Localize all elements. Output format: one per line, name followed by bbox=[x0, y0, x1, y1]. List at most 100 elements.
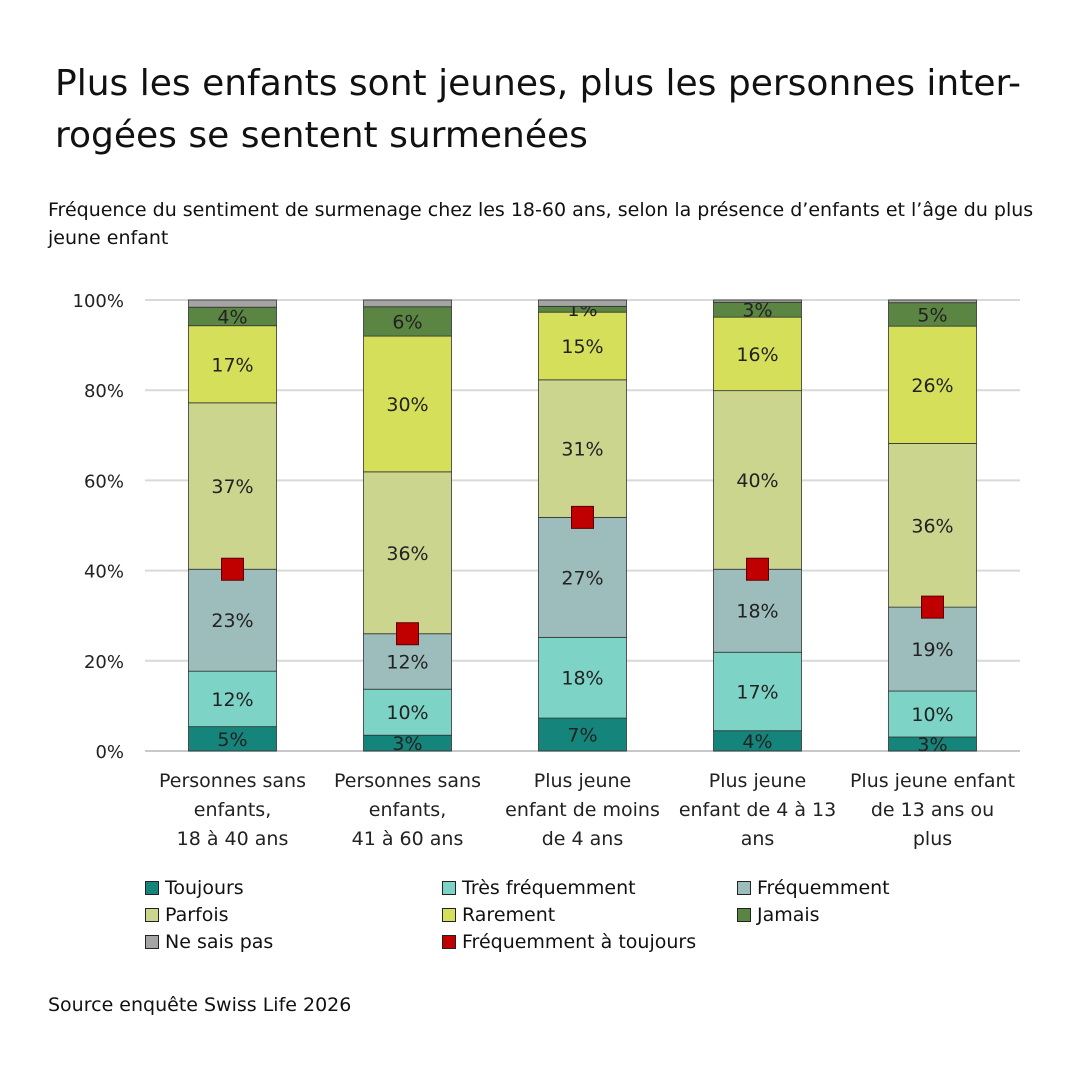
data-label: 12% bbox=[211, 689, 253, 711]
title-line-2: rogées se sentent surmenées bbox=[55, 115, 588, 156]
legend-swatch bbox=[442, 881, 456, 895]
legend-item: Très fréquemment bbox=[442, 877, 636, 899]
data-label: 30% bbox=[386, 394, 428, 416]
legend-swatch bbox=[442, 908, 456, 922]
marker-frequemment-a-toujours bbox=[571, 505, 594, 529]
legend-label: Très fréquemment bbox=[462, 877, 636, 899]
data-label: 15% bbox=[561, 336, 603, 358]
data-label: 36% bbox=[911, 515, 953, 537]
data-label: 37% bbox=[211, 476, 253, 498]
chart-title: Plus les enfants sont jeunes, plus les p… bbox=[55, 58, 1055, 162]
stacked-bar-chart: 0% 20% 40% 60% 80% 100% 5% 12% 23% 37% 17% 4% Person… bbox=[73, 291, 1020, 850]
legend-item: Parfois bbox=[145, 904, 229, 926]
bar-segment bbox=[188, 670, 277, 728]
bar-segment bbox=[538, 379, 627, 518]
data-label: 40% bbox=[736, 470, 778, 492]
data-label: 18% bbox=[561, 668, 603, 690]
legend-label: Toujours bbox=[165, 877, 244, 899]
data-label: 4% bbox=[742, 731, 772, 753]
x-tick-label: Plus jeune bbox=[534, 770, 631, 792]
bar-segment bbox=[888, 690, 977, 738]
data-label: 26% bbox=[911, 375, 953, 397]
legend-label: Fréquemment bbox=[757, 877, 890, 899]
data-label: 3% bbox=[742, 300, 772, 322]
legend-swatch bbox=[145, 908, 159, 922]
bar-segment bbox=[188, 568, 277, 672]
data-label: 36% bbox=[386, 543, 428, 565]
marker-frequemment-a-toujours bbox=[396, 622, 419, 646]
data-label: 6% bbox=[392, 311, 422, 333]
bar-segment bbox=[538, 516, 627, 638]
legend-label: Parfois bbox=[165, 904, 229, 926]
legend-item: Toujours bbox=[145, 877, 244, 899]
bar-segment bbox=[713, 651, 802, 732]
y-tick-label: 0% bbox=[95, 742, 124, 763]
data-label: 27% bbox=[561, 567, 603, 589]
x-tick-label: enfant de moins bbox=[505, 799, 660, 821]
legend-label: Ne sais pas bbox=[165, 931, 274, 953]
x-tick-label: Personnes sans bbox=[159, 770, 306, 792]
bar-segment bbox=[713, 390, 802, 570]
bar-segment bbox=[888, 325, 977, 444]
legend-swatch bbox=[442, 935, 456, 949]
data-label: 12% bbox=[386, 651, 428, 673]
data-label: 19% bbox=[911, 639, 953, 661]
data-label: 31% bbox=[561, 439, 603, 461]
data-label: 3% bbox=[392, 733, 422, 755]
legend-label: Fréquemment à toujours bbox=[462, 931, 697, 953]
bar-segment bbox=[363, 471, 452, 635]
bar-segment bbox=[538, 636, 627, 719]
legend-swatch bbox=[737, 881, 751, 895]
x-tick-label: 41 à 60 ans bbox=[352, 828, 464, 850]
x-tick-label: enfants, bbox=[194, 799, 272, 821]
data-label: 10% bbox=[386, 702, 428, 724]
x-tick-label: 18 à 40 ans bbox=[177, 828, 289, 850]
bar-segment bbox=[538, 717, 627, 752]
x-tick-label: Plus jeune enfant bbox=[850, 770, 1015, 792]
legend-item: Fréquemment à toujours bbox=[442, 931, 696, 953]
chart-subtitle: Fréquence du sentiment de surmenage chez… bbox=[48, 199, 1034, 249]
bar-segment bbox=[538, 311, 627, 381]
legend-item: Jamais bbox=[737, 904, 820, 926]
y-tick-label: 60% bbox=[84, 471, 124, 492]
bar-segment bbox=[888, 443, 977, 608]
data-label: 4% bbox=[217, 306, 247, 328]
data-label: 18% bbox=[736, 601, 778, 623]
data-label: 5% bbox=[217, 729, 247, 751]
bar-segment bbox=[188, 299, 277, 308]
legend-label: Rarement bbox=[462, 904, 556, 926]
x-tick-label: de 4 ans bbox=[542, 828, 624, 850]
marker-frequemment-a-toujours bbox=[746, 557, 769, 581]
bar-segment bbox=[713, 299, 802, 303]
legend-swatch bbox=[145, 881, 159, 895]
bar-segment bbox=[188, 402, 277, 570]
x-tick-label: enfants, bbox=[369, 799, 447, 821]
data-label: 10% bbox=[911, 704, 953, 726]
legend-label: Jamais bbox=[757, 904, 820, 926]
data-label: 17% bbox=[736, 681, 778, 703]
x-tick-label: enfant de 4 à 13 bbox=[679, 799, 836, 821]
bar-segment bbox=[188, 726, 277, 752]
data-label: 23% bbox=[211, 610, 253, 632]
legend-swatch bbox=[145, 935, 159, 949]
x-tick-label: de 13 ans ou bbox=[871, 799, 994, 821]
legend-item: Rarement bbox=[442, 904, 555, 926]
bar-segment bbox=[888, 606, 977, 692]
data-label: 3% bbox=[917, 734, 947, 756]
x-tick-label: ans bbox=[741, 828, 775, 850]
bar-segment bbox=[888, 299, 977, 304]
data-label: 7% bbox=[567, 725, 597, 747]
bar-segment bbox=[538, 299, 627, 307]
marker-frequemment-a-toujours bbox=[921, 595, 944, 619]
y-tick-label: 100% bbox=[73, 291, 124, 312]
data-label: 17% bbox=[211, 354, 253, 376]
bar-segment bbox=[363, 335, 452, 473]
x-tick-label: plus bbox=[913, 828, 952, 850]
data-label: 16% bbox=[736, 344, 778, 366]
bar-segment bbox=[363, 299, 452, 308]
legend-item: Fréquemment bbox=[737, 877, 890, 899]
x-tick-label: Personnes sans bbox=[334, 770, 481, 792]
source-note: Source enquête Swiss Life 2026 bbox=[48, 994, 352, 1016]
legend-swatch bbox=[737, 908, 751, 922]
bar-segment bbox=[713, 568, 802, 653]
